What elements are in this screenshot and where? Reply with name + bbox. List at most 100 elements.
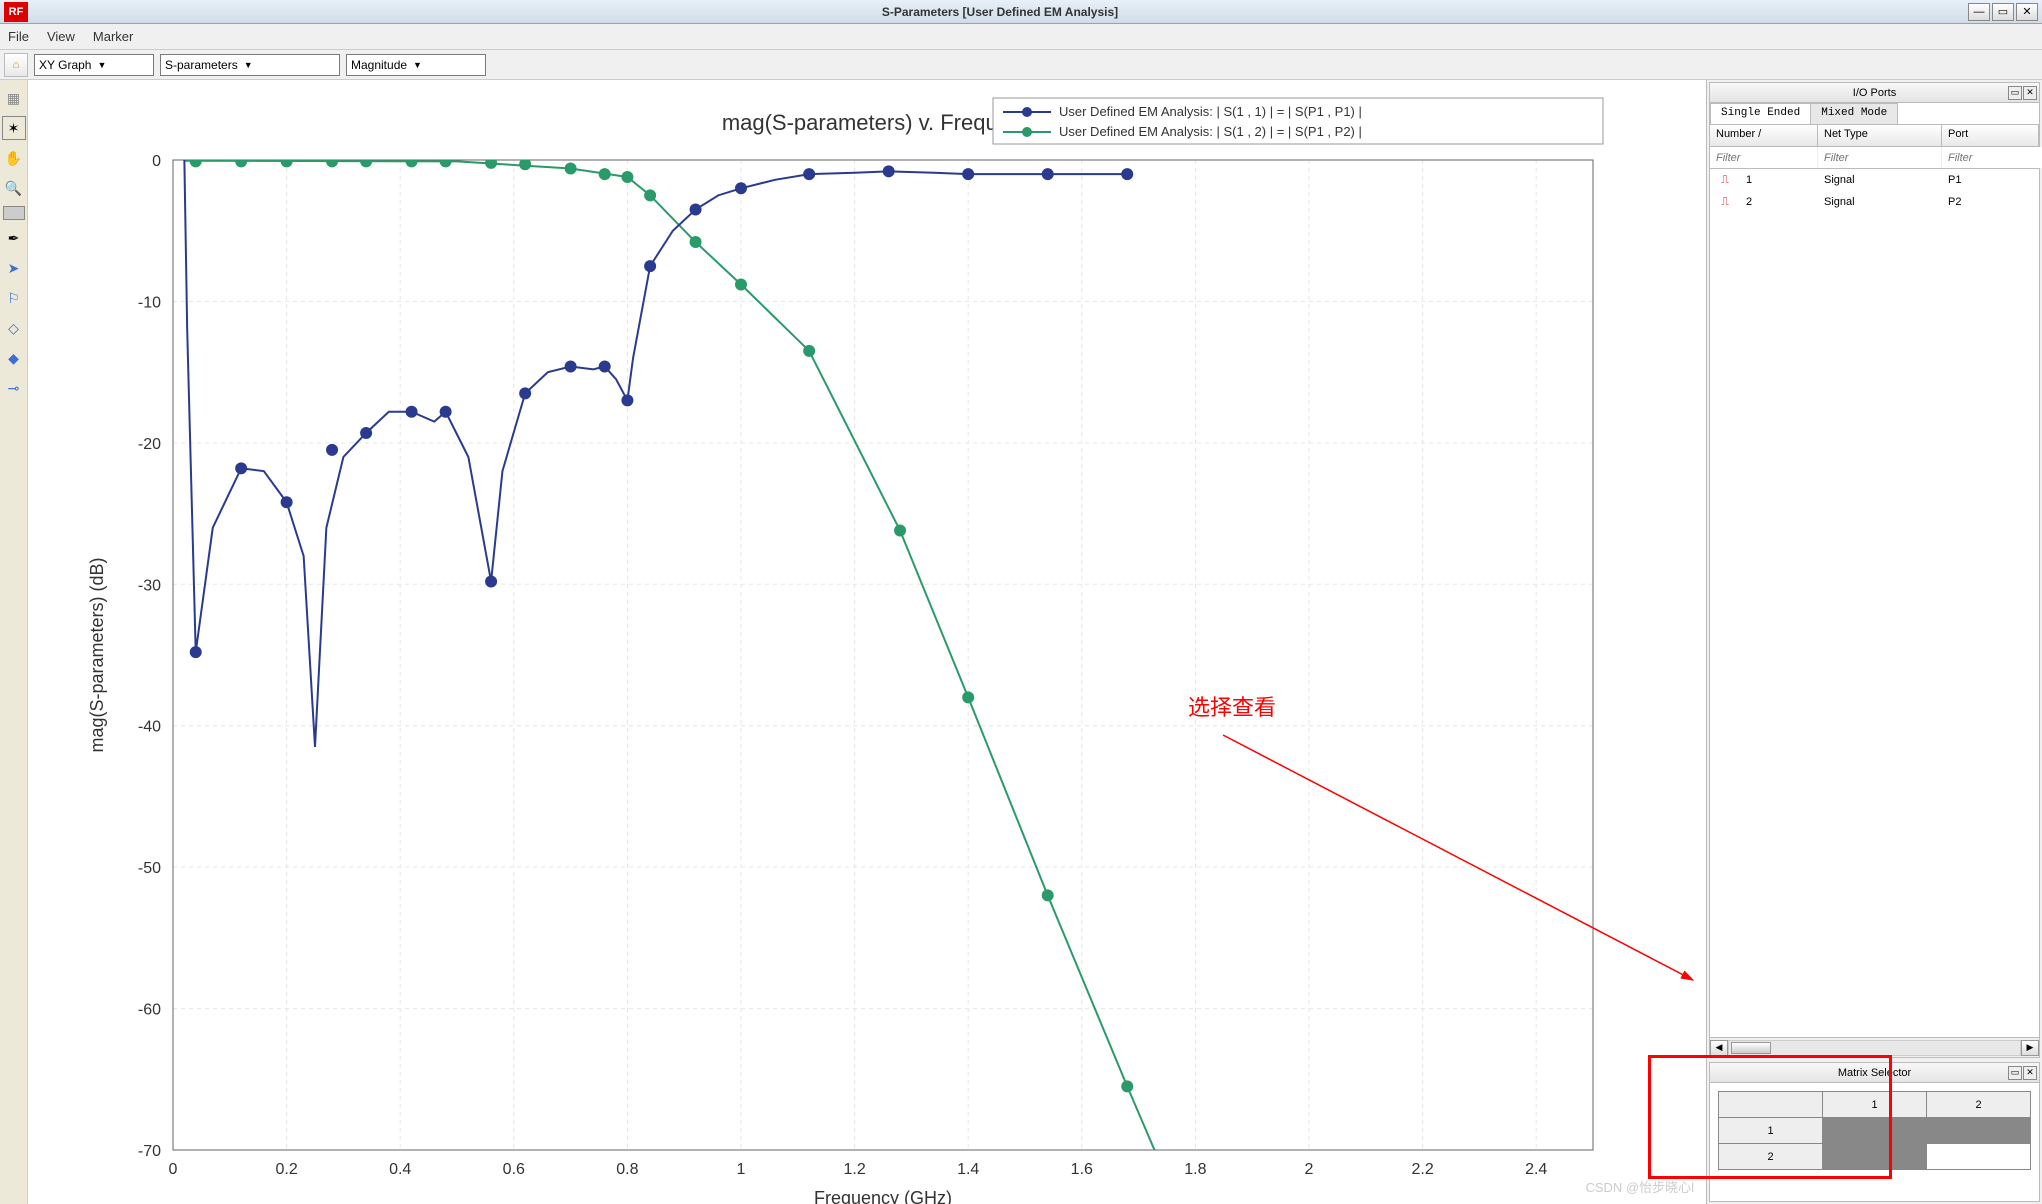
svg-text:-30: -30 [138, 577, 161, 594]
menu-marker[interactable]: Marker [93, 29, 133, 44]
svg-text:2: 2 [1305, 1161, 1314, 1178]
scroll-track[interactable] [1728, 1040, 2021, 1056]
filter-number[interactable] [1710, 147, 1818, 168]
toolbar: ⌂ XY Graph▼ S-parameters▼ Magnitude▼ [0, 50, 2042, 80]
chevron-down-icon: ▼ [97, 60, 106, 70]
io-ports-header: I/O Ports ▭ ✕ [1710, 83, 2039, 103]
graph-type-select[interactable]: XY Graph ▼ [34, 54, 154, 76]
port-icon: ⎍ [1710, 174, 1740, 187]
filter-type[interactable] [1818, 147, 1942, 168]
svg-text:User Defined EM Analysis: | S(: User Defined EM Analysis: | S(1 , 1) | =… [1059, 104, 1362, 119]
matrix-cell-1-2[interactable] [1927, 1118, 2031, 1144]
svg-text:-70: -70 [138, 1143, 161, 1160]
port-number: 1 [1740, 174, 1818, 186]
tool-rect[interactable] [3, 206, 25, 220]
panel-close-button[interactable]: ✕ [2023, 86, 2037, 100]
chevron-down-icon: ▼ [413, 60, 422, 70]
close-button[interactable]: ✕ [2016, 3, 2038, 21]
svg-text:0.2: 0.2 [275, 1161, 297, 1178]
ports-scrollbar[interactable]: ◀ ▶ [1710, 1037, 2039, 1057]
svg-text:-20: -20 [138, 436, 161, 453]
matrix-selector-panel: Matrix Selector ▭ ✕ 12 1 2 [1709, 1062, 2040, 1202]
filter-row [1710, 147, 2039, 169]
home-button[interactable]: ⌂ [4, 53, 28, 77]
tab-mixed-mode[interactable]: Mixed Mode [1810, 103, 1898, 124]
matrix-col-2[interactable]: 2 [1927, 1092, 2031, 1118]
panel-close-button[interactable]: ✕ [2023, 1066, 2037, 1080]
tool-zoom[interactable]: 🔍 [2, 176, 26, 200]
tool-marker-v[interactable]: ◆ [2, 346, 26, 370]
right-panels: I/O Ports ▭ ✕ Single Ended Mixed Mode Nu… [1706, 80, 2042, 1204]
panel-title: I/O Ports [1853, 87, 1896, 99]
svg-text:0.8: 0.8 [616, 1161, 638, 1178]
matrix-cell-1-1[interactable] [1823, 1118, 1927, 1144]
col-port[interactable]: Port [1942, 125, 2039, 146]
panel-dock-button[interactable]: ▭ [2008, 86, 2022, 100]
svg-text:1.6: 1.6 [1071, 1161, 1093, 1178]
svg-text:0.4: 0.4 [389, 1161, 411, 1178]
scroll-right-button[interactable]: ▶ [2021, 1040, 2039, 1056]
format-select[interactable]: Magnitude▼ [346, 54, 486, 76]
svg-text:1.2: 1.2 [843, 1161, 865, 1178]
svg-text:mag(S-parameters) (dB): mag(S-parameters) (dB) [87, 557, 107, 752]
menu-file[interactable]: File [8, 29, 29, 44]
svg-text:0: 0 [152, 153, 161, 170]
matrix-row-1[interactable]: 1 [1719, 1118, 1823, 1144]
port-mode-tabs: Single Ended Mixed Mode [1710, 103, 2039, 125]
io-ports-panel: I/O Ports ▭ ✕ Single Ended Mixed Mode Nu… [1709, 82, 2040, 1058]
svg-text:-40: -40 [138, 719, 161, 736]
svg-text:User Defined EM Analysis: | S(: User Defined EM Analysis: | S(1 , 2) | =… [1059, 124, 1362, 139]
scroll-thumb[interactable] [1731, 1042, 1771, 1054]
svg-text:0: 0 [169, 1161, 178, 1178]
tool-pointer[interactable]: ➤ [2, 256, 26, 280]
svg-text:0.6: 0.6 [503, 1161, 525, 1178]
filter-port[interactable] [1942, 147, 2042, 168]
svg-text:1.8: 1.8 [1184, 1161, 1206, 1178]
tool-marker-h[interactable]: ◇ [2, 316, 26, 340]
matrix-cell-2-1[interactable] [1823, 1144, 1927, 1170]
annotation-text: 选择查看 [1188, 690, 1276, 722]
panel-title: Matrix Selector [1838, 1067, 1911, 1079]
tab-single-ended[interactable]: Single Ended [1710, 103, 1811, 124]
port-type: Signal [1818, 174, 1942, 186]
tool-palette: ▦ ✶ ✋ 🔍 ✒ ➤ ⚐ ◇ ◆ ⊸ [0, 80, 28, 1204]
scroll-left-button[interactable]: ◀ [1710, 1040, 1728, 1056]
chart-area: 00.20.40.60.811.21.41.61.822.22.40-10-20… [28, 80, 1706, 1204]
tool-pen[interactable]: ✒ [2, 226, 26, 250]
tool-marker-x[interactable]: ⊸ [2, 376, 26, 400]
matrix-cell-2-2[interactable] [1927, 1144, 2031, 1170]
tool-generic-1[interactable]: ▦ [2, 86, 26, 110]
svg-text:2.4: 2.4 [1525, 1161, 1547, 1178]
tool-flag[interactable]: ⚐ [2, 286, 26, 310]
svg-text:-50: -50 [138, 860, 161, 877]
window-title: S-Parameters [User Defined EM Analysis] [32, 5, 1968, 19]
svg-text:-60: -60 [138, 1002, 161, 1019]
maximize-button[interactable]: ▭ [1992, 3, 2014, 21]
svg-text:1: 1 [737, 1161, 746, 1178]
watermark: CSDN @怡步晓心l [1585, 1177, 1694, 1196]
menubar: File View Marker [0, 24, 2042, 50]
menu-view[interactable]: View [47, 29, 75, 44]
matrix-corner [1719, 1092, 1823, 1118]
port-type: Signal [1818, 196, 1942, 208]
port-row[interactable]: ⎍ 1 Signal P1 [1710, 169, 2039, 191]
combo-value: XY Graph [39, 58, 91, 72]
tool-target[interactable]: ✶ [2, 116, 26, 140]
home-icon: ⌂ [13, 59, 20, 71]
panel-dock-button[interactable]: ▭ [2008, 1066, 2022, 1080]
svg-text:-10: -10 [138, 294, 161, 311]
ports-table-header: Number / Net Type Port [1710, 125, 2039, 147]
param-select[interactable]: S-parameters▼ [160, 54, 340, 76]
port-number: 2 [1740, 196, 1818, 208]
col-net-type[interactable]: Net Type [1818, 125, 1942, 146]
matrix-col-1[interactable]: 1 [1823, 1092, 1927, 1118]
tool-hand[interactable]: ✋ [2, 146, 26, 170]
matrix-row-2[interactable]: 2 [1719, 1144, 1823, 1170]
titlebar: RF S-Parameters [User Defined EM Analysi… [0, 0, 2042, 24]
combo-value: S-parameters [165, 58, 238, 72]
matrix-header: Matrix Selector ▭ ✕ [1710, 1063, 2039, 1083]
port-row[interactable]: ⎍ 2 Signal P2 [1710, 191, 2039, 213]
app-icon: RF [4, 2, 28, 22]
minimize-button[interactable]: — [1968, 3, 1990, 21]
col-number[interactable]: Number / [1710, 125, 1818, 146]
